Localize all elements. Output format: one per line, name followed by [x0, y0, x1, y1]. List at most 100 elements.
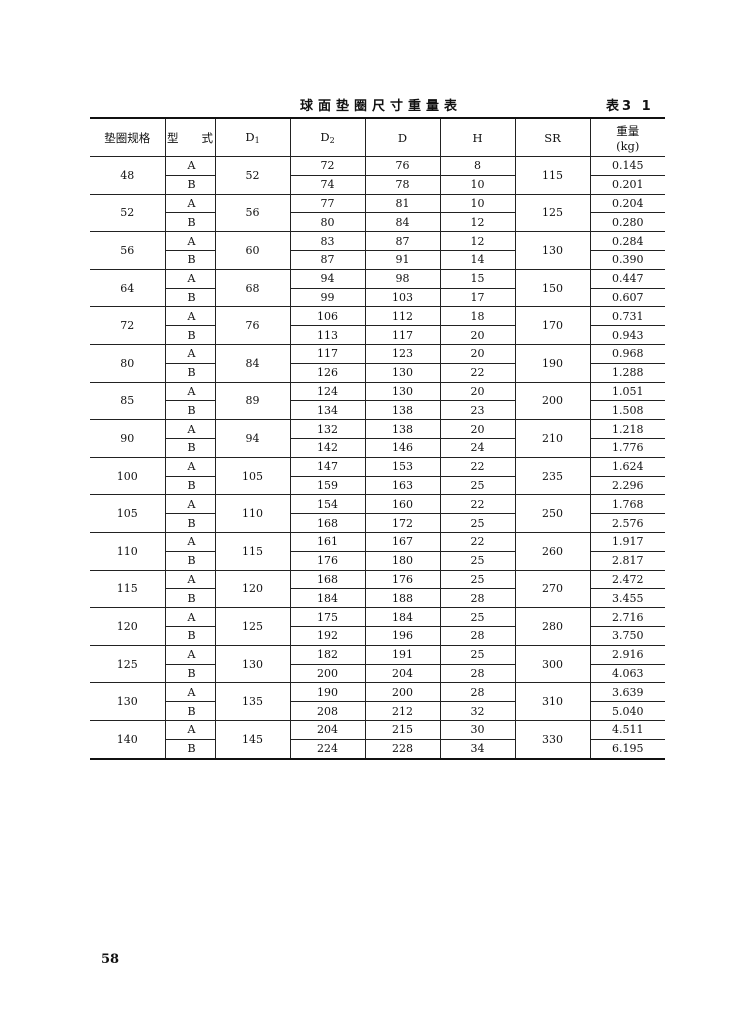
spec-cell: 110	[90, 531, 166, 571]
d2-cell: 99	[289, 287, 366, 308]
type-cell: A	[164, 306, 216, 327]
d2-cell: 117	[289, 343, 366, 364]
h-cell: 30	[439, 719, 516, 740]
h-cell: 25	[439, 475, 516, 496]
sr-cell: 310	[514, 682, 591, 721]
table-row: B 134 138 23 1.508	[90, 400, 665, 421]
d1-cell: 130	[214, 644, 291, 684]
d2-cell: 175	[289, 607, 366, 627]
d2-cell: 72	[289, 156, 366, 176]
table-row: 48 A 52 72 76 8 115 0.145	[90, 156, 665, 195]
spec-cell: 125	[90, 644, 166, 684]
d2-cell: 190	[289, 682, 366, 703]
d-cell: 200	[364, 682, 441, 703]
sr-cell: 300	[514, 644, 591, 684]
sr-cell: 250	[514, 494, 591, 533]
weight-cell: 0.280	[589, 212, 665, 233]
sr-cell: 115	[514, 156, 591, 195]
table-row: 85 A 89 124 130 20 200 1.051	[90, 381, 665, 421]
d2-cell: 142	[289, 437, 366, 458]
h-cell: 32	[439, 701, 516, 721]
type-cell: A	[164, 231, 216, 251]
h-cell: 24	[439, 437, 516, 458]
d1-cell: 52	[214, 156, 291, 195]
sr-cell: 200	[514, 381, 591, 421]
h-cell: 22	[439, 362, 516, 383]
d2-cell: 176	[289, 550, 366, 571]
table-row: 140 A 145 204 215 30 330 4.511	[90, 719, 665, 760]
weight-cell: 3.455	[589, 588, 665, 609]
weight-cell: 0.607	[589, 287, 665, 308]
type-cell: B	[165, 362, 216, 383]
h-cell: 10	[439, 174, 516, 195]
h-cell: 8	[439, 156, 516, 176]
d-cell: 138	[364, 419, 441, 439]
d-cell: 212	[364, 701, 441, 721]
d-cell: 184	[364, 607, 441, 627]
header-d2-sub: 2	[329, 136, 335, 145]
d-cell: 117	[364, 325, 441, 345]
d-cell: 123	[364, 343, 441, 364]
weight-cell: 2.916	[589, 644, 665, 665]
spec-cell: 140	[90, 719, 166, 760]
table-row: 56 A 60 83 87 12 130 0.284	[90, 231, 665, 270]
spec-cell: 85	[90, 381, 166, 421]
type-cell: A	[164, 607, 216, 627]
spec-cell: 90	[90, 419, 166, 458]
h-cell: 10	[439, 193, 516, 214]
spec-cell: 72	[90, 306, 166, 345]
table-row: B 159 163 25 2.296	[90, 475, 665, 496]
table-row: 115 A 120 168 176 25 270 2.472	[90, 569, 665, 609]
spec-cell: 105	[90, 494, 166, 533]
spec-cell: 48	[90, 156, 166, 195]
d2-cell: 224	[289, 738, 366, 760]
d-cell: 130	[364, 381, 441, 402]
weight-cell: 4.511	[589, 719, 665, 740]
type-cell: A	[164, 719, 216, 740]
d2-cell: 74	[289, 174, 366, 195]
type-cell: B	[165, 249, 216, 270]
table-row: B 142 146 24 1.776	[90, 437, 665, 458]
d2-cell: 106	[289, 306, 366, 327]
d-cell: 163	[364, 475, 441, 496]
weight-cell: 2.576	[589, 513, 665, 533]
table-row: B 200 204 28 4.063	[90, 663, 665, 684]
weight-cell: 2.817	[589, 550, 665, 571]
table-row: B 176 180 25 2.817	[90, 550, 665, 571]
h-cell: 28	[439, 625, 516, 646]
spec-cell: 100	[90, 456, 166, 496]
type-cell: B	[165, 437, 216, 458]
table-row: B 80 84 12 0.280	[90, 212, 665, 233]
d1-cell: 94	[214, 419, 291, 458]
table-row: B 74 78 10 0.201	[90, 174, 665, 195]
weight-cell: 0.284	[589, 231, 665, 251]
spec-cell: 115	[90, 569, 166, 609]
weight-cell: 1.218	[589, 419, 665, 439]
d-cell: 180	[364, 550, 441, 571]
weight-cell: 0.447	[589, 268, 665, 289]
d-cell: 196	[364, 625, 441, 646]
gasket-dimension-table: 垫圈规格 型 式 D1 D2 D H SR 重量 (kg) 48 A 52 72 76 8 1…	[90, 117, 665, 760]
weight-cell: 1.051	[589, 381, 665, 402]
spec-cell: 64	[90, 268, 166, 308]
d2-cell: 168	[289, 513, 366, 533]
h-cell: 28	[439, 588, 516, 609]
h-cell: 20	[439, 381, 516, 402]
d2-cell: 154	[289, 494, 366, 515]
h-cell: 14	[439, 249, 516, 270]
d2-cell: 147	[289, 456, 366, 477]
weight-cell: 0.201	[589, 174, 665, 195]
sr-cell: 235	[514, 456, 591, 496]
d-cell: 176	[364, 569, 441, 590]
h-cell: 22	[439, 494, 516, 515]
d-cell: 153	[364, 456, 441, 477]
d2-cell: 161	[289, 531, 366, 552]
weight-cell: 2.296	[589, 475, 665, 496]
d-cell: 188	[364, 588, 441, 609]
d1-cell: 60	[214, 231, 291, 270]
type-cell: A	[164, 682, 216, 703]
sr-cell: 125	[514, 193, 591, 233]
h-cell: 20	[439, 343, 516, 364]
table-row: 80 A 84 117 123 20 190 0.968	[90, 343, 665, 383]
spec-cell: 56	[90, 231, 166, 270]
